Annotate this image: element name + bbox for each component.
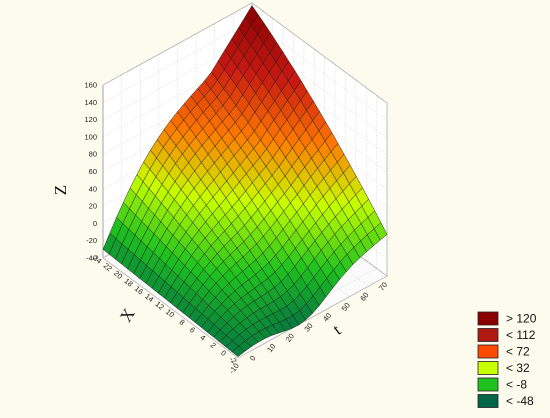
x-tick-label: 6 [188,325,197,335]
grid-line [251,20,388,121]
legend-swatch [477,328,499,342]
t-tick-label: 70 [377,280,389,292]
surface-cell [244,5,259,26]
t-tick-label: 30 [302,321,314,333]
t-tick-label: 20 [284,332,296,344]
legend: > 120 < 112 < 72 < 32 < -8 < -48 [477,311,537,408]
axis-ticks: -40-20020406080100120140160-202468101214… [84,81,389,376]
z-tick-label: -20 [86,236,97,245]
legend-label: < -8 [506,378,527,392]
legend-swatch [477,311,499,326]
legend-label: > 120 [506,312,537,326]
z-tick-label: 140 [84,98,97,107]
z-axis-title: Z [51,185,70,195]
legend-label: < 112 [506,328,536,342]
z-tick-label: 60 [89,167,97,176]
x-tick-label: 4 [198,333,207,343]
x-tick-label: 0 [219,348,228,358]
x-tick-label: 8 [178,317,187,327]
t-tick-label: 50 [340,301,352,313]
x-tick-label: -2 [228,354,239,365]
z-tick-label: -40 [86,254,97,263]
z-tick-label: 40 [89,184,97,193]
z-tick-label: 120 [84,115,97,124]
x-tick-label: 2 [209,341,218,351]
legend-label: < 32 [506,361,530,375]
t-tick-label: 10 [265,342,277,354]
grid-line [251,2,388,104]
grid-line [102,257,239,359]
grid-line [102,20,253,103]
legend-label: < 72 [506,345,530,359]
legend-swatch [477,394,499,408]
t-tick-label: 0 [248,354,258,363]
t-tick-label: 60 [358,291,370,303]
legend-swatch [477,344,499,359]
z-tick-label: 20 [89,202,97,211]
z-tick-label: 80 [89,150,97,159]
t-tick-label: -10 [227,361,241,375]
legend-swatch [477,361,499,375]
z-tick-label: 0 [93,219,97,228]
legend-swatch [477,377,499,392]
surface-mesh [102,5,388,357]
legend-label: < -48 [506,394,534,408]
z-tick-label: 100 [84,132,97,141]
x-axis-title: X [116,305,139,325]
grid-line [102,2,253,86]
z-tick-label: 160 [84,81,97,90]
grid-line [237,275,388,359]
t-axis-title: t [329,320,344,338]
